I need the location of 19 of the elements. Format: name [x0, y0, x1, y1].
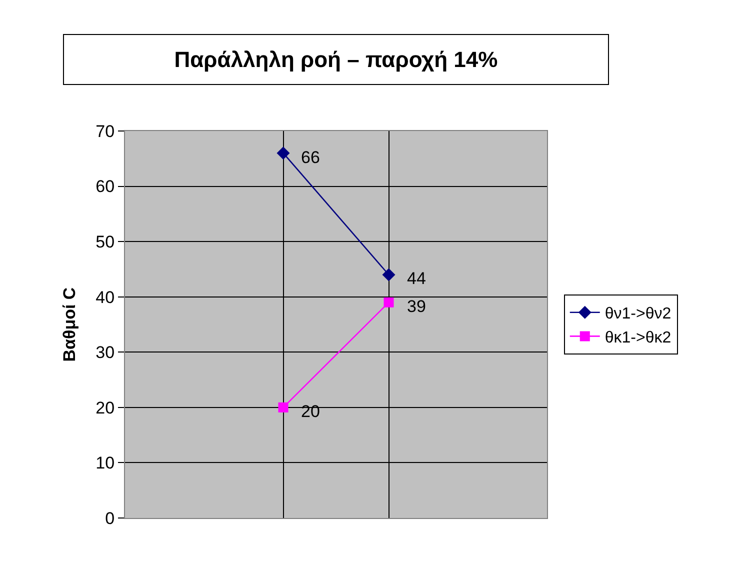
- data-label: 66: [301, 148, 320, 167]
- data-label: 44: [407, 269, 426, 288]
- y-tick-label: 10: [96, 454, 115, 473]
- y-tick-label: 20: [96, 398, 115, 418]
- point: [278, 402, 288, 412]
- y-tick-label: 50: [96, 232, 115, 252]
- data-label: 39: [407, 297, 426, 316]
- y-axis-title: Βαθμοί C: [60, 287, 80, 362]
- point: [276, 146, 290, 160]
- legend-label: θκ1->θκ2: [604, 329, 672, 346]
- y-tick-label: 70: [96, 122, 115, 141]
- y-tick-label: 60: [96, 177, 115, 196]
- chart-title: Παράλληλη ροή – παροχή 14%: [174, 47, 498, 72]
- legend-label: θν1->θν2: [604, 306, 672, 323]
- y-tick-label: 40: [96, 288, 115, 307]
- y-tick-label: 0: [105, 508, 115, 528]
- y-tick-label: 30: [96, 343, 115, 362]
- point: [382, 268, 396, 282]
- point: [384, 297, 394, 308]
